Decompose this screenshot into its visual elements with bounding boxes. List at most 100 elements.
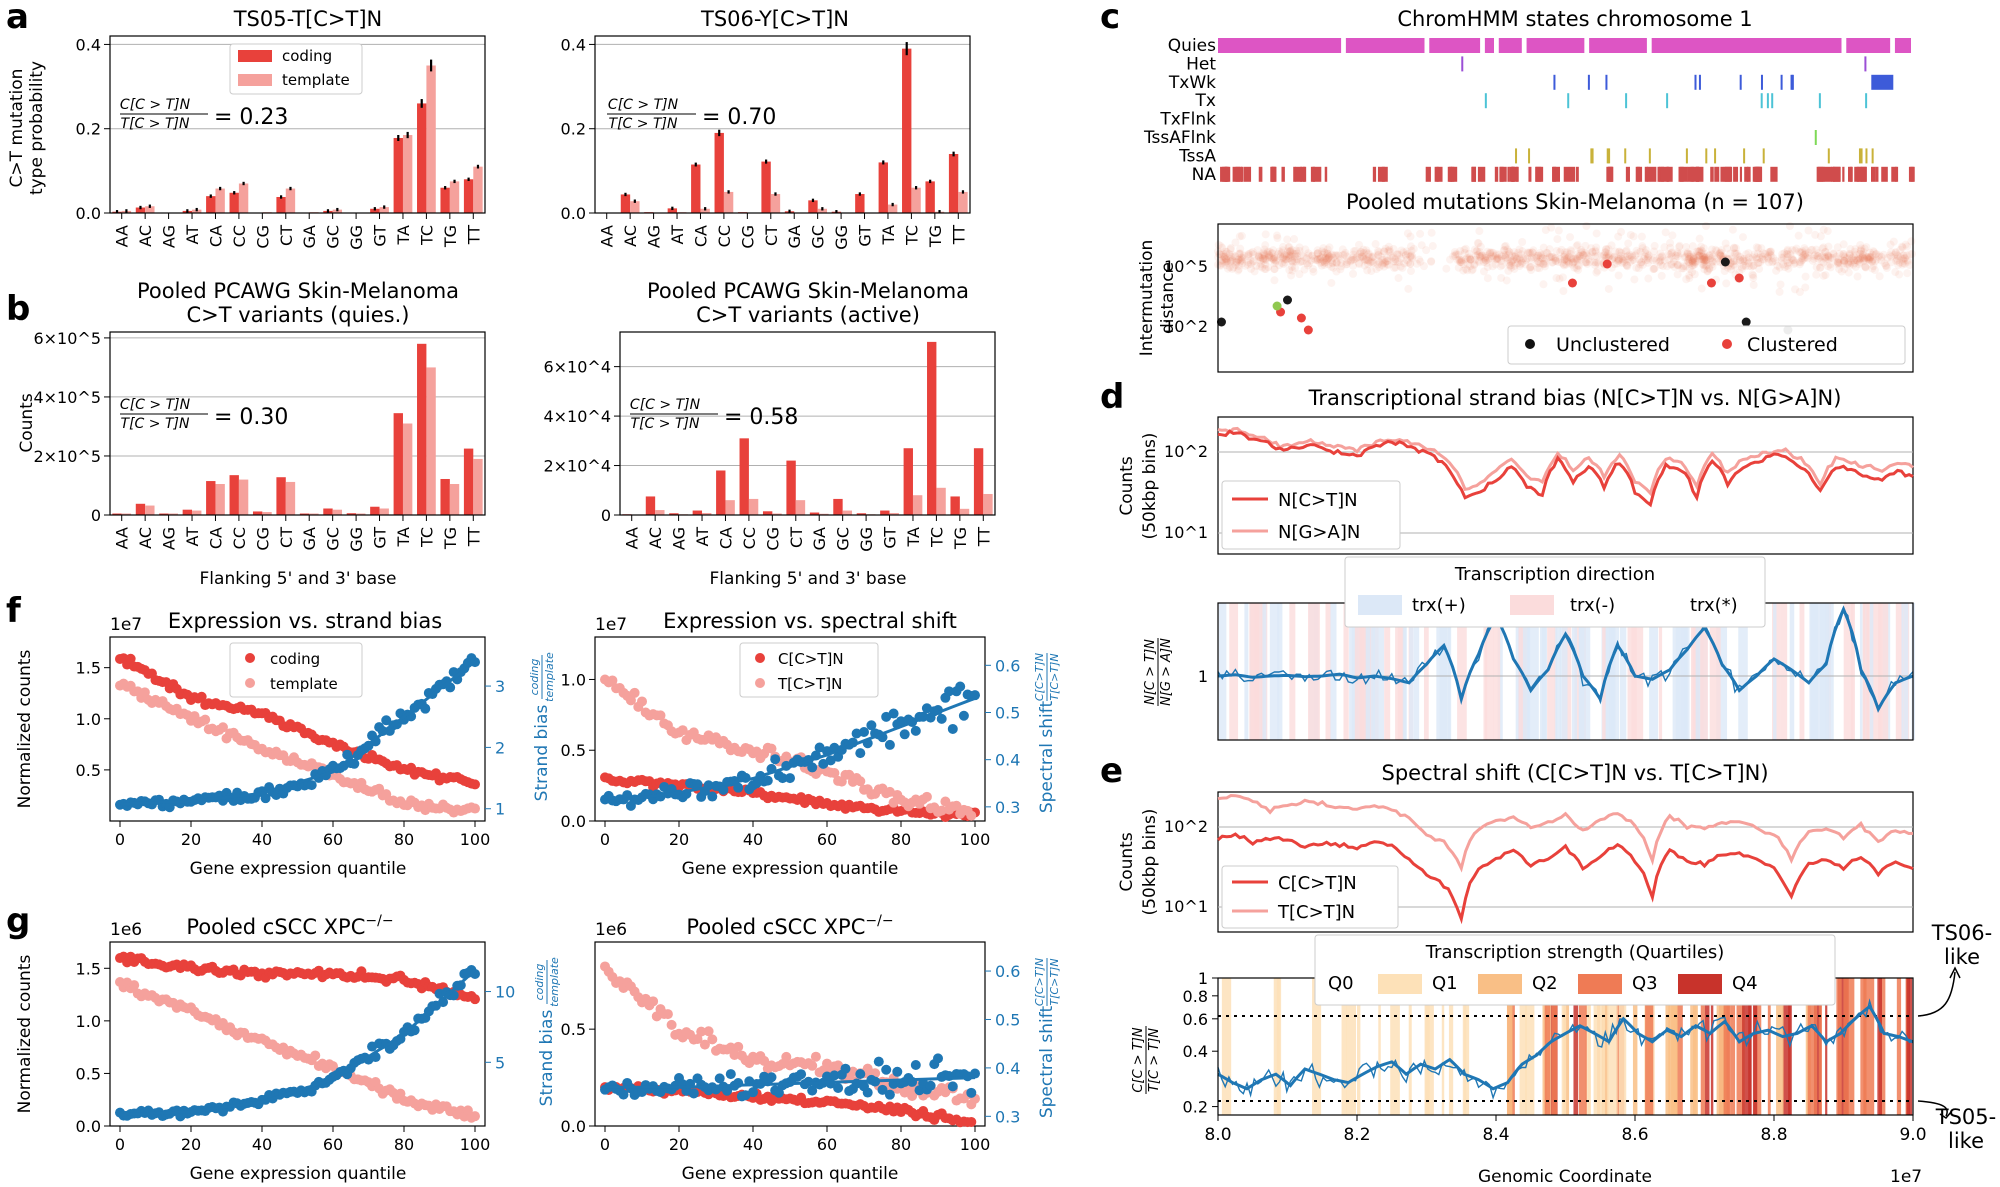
panel-b-left-xlabel: Flanking 5' and 3' base — [200, 569, 397, 589]
direction-stripe — [1901, 603, 1904, 740]
unclustered-point — [1607, 241, 1616, 250]
unclustered-point — [1226, 257, 1235, 266]
dot-T[C>T]N — [940, 796, 951, 807]
unclustered-point — [1342, 260, 1351, 269]
chromhmm-segment-NA — [1295, 166, 1303, 182]
svg-text:Spectral shift: Spectral shift — [1037, 701, 1057, 814]
unclustered-point — [1690, 260, 1699, 269]
unclustered-point — [1416, 257, 1425, 266]
ratio-line-raw — [1217, 609, 1914, 709]
unclustered-point — [1481, 256, 1490, 265]
unclustered-point — [1374, 251, 1383, 260]
unclustered-point — [1853, 254, 1862, 263]
panel-d-ratio-label: N[C > T]N N[G > A]N — [1143, 638, 1174, 706]
unclustered-point — [1614, 232, 1623, 241]
bar-template-GT — [379, 207, 389, 213]
xtick-label: GC — [324, 527, 343, 551]
unclustered-point — [1265, 251, 1274, 260]
unclustered-point — [1688, 259, 1697, 268]
unclustered-point — [1545, 253, 1554, 262]
unclustered-point — [1277, 248, 1286, 257]
unclustered-point — [1536, 253, 1545, 262]
unclustered-point — [1259, 248, 1268, 257]
bar-template-GG — [356, 513, 366, 515]
bar-coding-CT — [276, 477, 286, 515]
unclustered-point — [1493, 253, 1502, 262]
unclustered-point — [1534, 257, 1543, 266]
unclustered-point — [1763, 253, 1772, 262]
unclustered-point — [1604, 253, 1613, 262]
chromhmm-label-TssA: TssA — [1178, 146, 1216, 166]
unclustered-point — [1385, 247, 1394, 256]
unclustered-point — [1475, 252, 1484, 261]
unclustered-point — [1693, 247, 1702, 256]
chromhmm-segment-NA — [1824, 166, 1832, 182]
unclustered-point — [1845, 250, 1854, 259]
unclustered-point — [1486, 248, 1495, 257]
quartile-stripe — [1736, 978, 1744, 1115]
unclustered-point — [1264, 247, 1273, 256]
xtick-label: TC — [417, 527, 436, 548]
unclustered-point — [1231, 260, 1240, 269]
unclustered-point — [1274, 249, 1283, 258]
unclustered-point — [1566, 249, 1575, 258]
unclustered-point — [1327, 251, 1336, 260]
unclustered-point — [1644, 254, 1653, 263]
unclustered-point — [1324, 252, 1333, 261]
unclustered-point — [1324, 260, 1333, 269]
direction-stripe — [1395, 603, 1405, 740]
unclustered-point — [1667, 252, 1676, 261]
bar-template-GC — [842, 510, 853, 515]
unclustered-point — [1454, 263, 1463, 272]
unclustered-point — [1754, 243, 1763, 252]
unclustered-point — [1628, 256, 1637, 265]
unclustered-point — [1359, 253, 1368, 262]
svg-text:= 0.58: = 0.58 — [724, 405, 798, 430]
unclustered-point — [1787, 253, 1796, 262]
unclustered-point — [1295, 270, 1304, 279]
unclustered-point — [1758, 255, 1767, 264]
unclustered-point — [1260, 245, 1269, 254]
quartile-stripe — [1723, 978, 1731, 1115]
unclustered-point — [1739, 256, 1748, 265]
unclustered-point — [1244, 258, 1253, 267]
unclustered-point — [1278, 246, 1287, 255]
unclustered-point — [1336, 265, 1345, 274]
unclustered-point — [1749, 261, 1758, 270]
xtick-label: 40 — [252, 830, 272, 849]
unclustered-point — [1696, 246, 1705, 255]
unclustered-point — [1497, 252, 1506, 261]
quartile-stripe — [1825, 978, 1828, 1115]
unclustered-point — [1571, 254, 1580, 263]
unclustered-point — [1362, 256, 1371, 265]
direction-stripe — [1878, 603, 1889, 740]
chromhmm-segment-NA — [1563, 166, 1570, 182]
unclustered-point — [1493, 255, 1502, 264]
highlighted-point — [1216, 317, 1226, 327]
unclustered-point — [1865, 256, 1874, 265]
unclustered-point — [1466, 262, 1475, 271]
unclustered-point — [1264, 263, 1273, 272]
unclustered-point — [1870, 266, 1879, 275]
unclustered-point — [1839, 240, 1848, 249]
unclustered-point — [1826, 253, 1835, 262]
unclustered-point — [1618, 255, 1627, 264]
panel-b-right-title-1: Pooled PCAWG Skin-Melanoma — [647, 279, 969, 303]
unclustered-point — [1473, 250, 1482, 259]
dot-spectral shift — [866, 720, 877, 731]
dot-spectral shift — [707, 791, 718, 802]
unclustered-point — [1234, 255, 1243, 264]
unclustered-point — [1508, 257, 1517, 266]
dot-strand bias — [420, 703, 431, 714]
unclustered-point — [1367, 253, 1376, 262]
unclustered-point — [1795, 260, 1804, 269]
chromhmm-segment-NA — [1908, 166, 1915, 182]
unclustered-point — [1248, 257, 1257, 266]
direction-stripe — [1289, 603, 1296, 740]
unclustered-point — [1604, 284, 1613, 293]
dot-spectral shift — [855, 748, 866, 759]
unclustered-point — [1747, 255, 1756, 264]
panel-c-scatter-title: Pooled mutations Skin-Melanoma (n = 107) — [1346, 190, 1804, 214]
unclustered-point — [1591, 261, 1600, 270]
unclustered-point — [1608, 254, 1617, 263]
